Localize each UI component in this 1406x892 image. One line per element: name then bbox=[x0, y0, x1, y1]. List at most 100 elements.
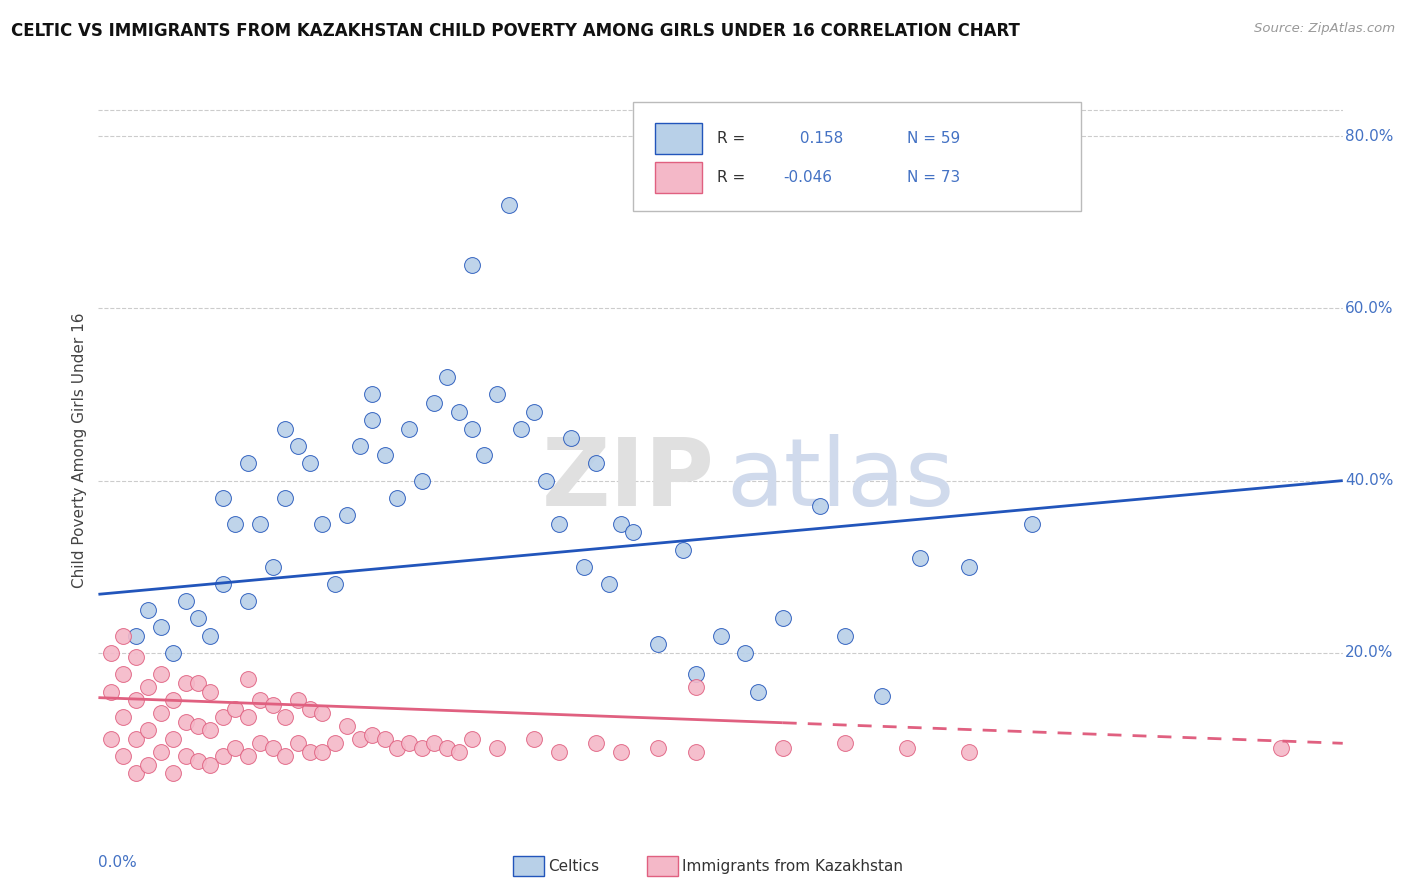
Text: N = 59: N = 59 bbox=[907, 131, 960, 146]
Point bbox=[187, 611, 209, 625]
Point bbox=[908, 551, 931, 566]
Point bbox=[436, 370, 458, 384]
Point bbox=[685, 745, 707, 759]
Point bbox=[623, 525, 645, 540]
Point bbox=[834, 736, 856, 750]
Point bbox=[523, 405, 546, 419]
Point bbox=[174, 676, 197, 690]
Point bbox=[485, 387, 508, 401]
Point bbox=[523, 731, 546, 746]
Point bbox=[411, 740, 433, 755]
Point bbox=[896, 740, 918, 755]
Text: 60.0%: 60.0% bbox=[1346, 301, 1393, 316]
Point bbox=[385, 491, 408, 505]
Point bbox=[125, 650, 148, 665]
Point bbox=[585, 456, 607, 470]
Point bbox=[224, 702, 246, 716]
Y-axis label: Child Poverty Among Girls Under 16: Child Poverty Among Girls Under 16 bbox=[72, 313, 87, 588]
Point bbox=[834, 629, 856, 643]
Text: 20.0%: 20.0% bbox=[1346, 645, 1393, 660]
Text: 40.0%: 40.0% bbox=[1346, 473, 1393, 488]
Point bbox=[411, 474, 433, 488]
FancyBboxPatch shape bbox=[634, 102, 1081, 211]
Text: R =: R = bbox=[717, 170, 745, 186]
Point bbox=[959, 559, 981, 574]
Point bbox=[149, 620, 172, 634]
Text: 80.0%: 80.0% bbox=[1346, 128, 1393, 144]
Point bbox=[187, 754, 209, 768]
Point bbox=[211, 491, 233, 505]
Text: Source: ZipAtlas.com: Source: ZipAtlas.com bbox=[1254, 22, 1395, 36]
Point bbox=[472, 448, 495, 462]
Point bbox=[323, 577, 346, 591]
Point bbox=[224, 740, 246, 755]
Text: atlas: atlas bbox=[727, 434, 955, 526]
Point bbox=[249, 693, 271, 707]
Point bbox=[374, 448, 396, 462]
Point bbox=[136, 603, 159, 617]
Text: 0.158: 0.158 bbox=[796, 131, 844, 146]
Text: ZIP: ZIP bbox=[541, 434, 714, 526]
Point bbox=[311, 706, 333, 720]
Point bbox=[136, 723, 159, 738]
Point bbox=[449, 745, 471, 759]
Point bbox=[187, 719, 209, 733]
Point bbox=[236, 594, 259, 608]
Text: -0.046: -0.046 bbox=[783, 170, 832, 186]
Point bbox=[311, 516, 333, 531]
Bar bbox=[655, 123, 702, 154]
Point bbox=[211, 710, 233, 724]
Point bbox=[672, 542, 695, 557]
Point bbox=[162, 766, 184, 780]
Point bbox=[298, 745, 321, 759]
Point bbox=[361, 413, 384, 427]
Point bbox=[710, 629, 733, 643]
Point bbox=[236, 672, 259, 686]
Point bbox=[323, 736, 346, 750]
Bar bbox=[655, 162, 702, 194]
Point bbox=[872, 689, 894, 703]
Point bbox=[125, 693, 148, 707]
Point bbox=[1270, 740, 1292, 755]
Point bbox=[685, 667, 707, 681]
Point bbox=[149, 706, 172, 720]
Point bbox=[436, 740, 458, 755]
Point bbox=[236, 749, 259, 764]
Point bbox=[274, 491, 297, 505]
Point bbox=[398, 736, 420, 750]
Point bbox=[298, 702, 321, 716]
Point bbox=[100, 646, 122, 660]
Point bbox=[287, 693, 309, 707]
Point bbox=[349, 731, 371, 746]
Point bbox=[398, 422, 420, 436]
Point bbox=[136, 757, 159, 772]
Point bbox=[598, 577, 620, 591]
Point bbox=[585, 736, 607, 750]
Point bbox=[610, 516, 633, 531]
Point bbox=[460, 422, 484, 436]
Point bbox=[112, 749, 135, 764]
Point bbox=[125, 731, 148, 746]
Point bbox=[647, 637, 669, 651]
Point bbox=[560, 431, 582, 445]
Point bbox=[136, 681, 159, 695]
Text: Celtics: Celtics bbox=[548, 859, 599, 873]
Point bbox=[262, 559, 284, 574]
Point bbox=[460, 731, 484, 746]
Point bbox=[174, 749, 197, 764]
Point bbox=[236, 456, 259, 470]
Point bbox=[200, 723, 222, 738]
Point bbox=[349, 439, 371, 453]
Point bbox=[336, 508, 359, 522]
Point bbox=[460, 258, 484, 272]
Point bbox=[162, 646, 184, 660]
Point bbox=[361, 387, 384, 401]
Point bbox=[685, 681, 707, 695]
Point bbox=[211, 749, 233, 764]
Point bbox=[162, 693, 184, 707]
Point bbox=[174, 714, 197, 729]
Point bbox=[385, 740, 408, 755]
Point bbox=[1021, 516, 1043, 531]
Point bbox=[423, 736, 446, 750]
Point bbox=[262, 698, 284, 712]
